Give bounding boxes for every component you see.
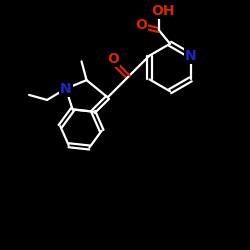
- Text: O: O: [107, 52, 119, 66]
- Text: O: O: [135, 18, 147, 32]
- Text: N: N: [60, 82, 72, 96]
- Text: N: N: [185, 48, 196, 62]
- Text: OH: OH: [151, 4, 174, 18]
